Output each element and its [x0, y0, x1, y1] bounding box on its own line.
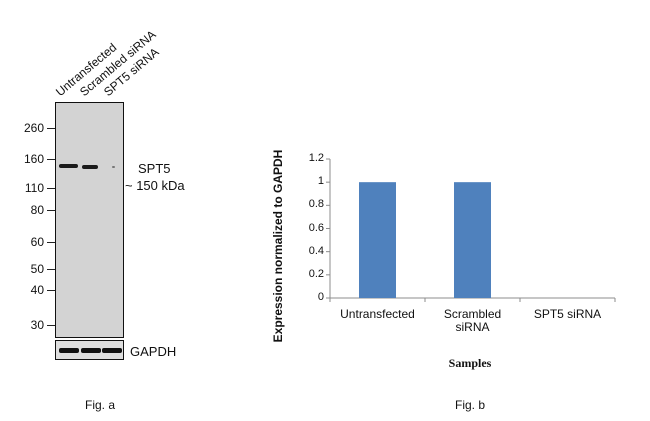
marker-tick [47, 159, 55, 160]
chart-y-tick-label: 0.6 [308, 221, 324, 234]
gapdh-band-knockdown [102, 348, 122, 353]
chart-bar [454, 182, 491, 298]
marker-tick [47, 325, 55, 326]
chart-x-axis-label: Samples [448, 356, 492, 370]
fig-a-caption: Fig. a [85, 398, 116, 412]
target-size-label: ~ 150 kDa [125, 178, 185, 193]
chart-y-tick-label: 1.2 [308, 152, 324, 164]
marker-tick [47, 269, 55, 270]
marker-tick [47, 242, 55, 243]
marker-tick [47, 128, 55, 129]
gapdh-label: GAPDH [130, 344, 177, 359]
chart-y-axis-label: Expression normalized to GAPDH [271, 149, 285, 343]
gapdh-band-scrambled [81, 348, 101, 353]
western-blot-membrane [55, 102, 124, 338]
chart-x-category-label: Untransfected [340, 307, 415, 321]
marker-label-60: 60 [30, 235, 44, 249]
marker-tick [47, 290, 55, 291]
marker-label-160: 160 [23, 152, 44, 166]
gapdh-blot-strip [55, 340, 124, 360]
spt5-band-untransfected [59, 164, 78, 168]
marker-label-50: 50 [30, 262, 44, 276]
chart-y-tick-label: 1 [317, 175, 324, 188]
chart-bar [359, 182, 396, 298]
marker-label-80: 80 [30, 203, 44, 217]
spt5-band-scrambled [82, 165, 98, 169]
marker-tick [47, 210, 55, 211]
marker-label-40: 40 [30, 283, 44, 297]
chart-x-category-label: SPT5 siRNA [533, 307, 602, 321]
marker-label-30: 30 [30, 318, 44, 332]
gapdh-band-untransfected [59, 348, 79, 353]
chart-y-tick-label: 0.8 [308, 198, 324, 211]
target-protein-label: SPT5 [138, 161, 171, 176]
chart-y-tick-label: 0 [317, 291, 324, 303]
chart-y-tick-label: 0.2 [308, 267, 324, 280]
marker-label-260: 260 [23, 121, 44, 135]
marker-tick [47, 188, 55, 189]
fig-b-caption: Fig. b [455, 398, 486, 412]
marker-label-110: 110 [24, 181, 44, 195]
chart-y-tick-label: 0.4 [308, 244, 324, 257]
spt5-band-knockdown [112, 166, 115, 168]
chart-x-category-label: Scrambled siRNA [443, 307, 502, 334]
